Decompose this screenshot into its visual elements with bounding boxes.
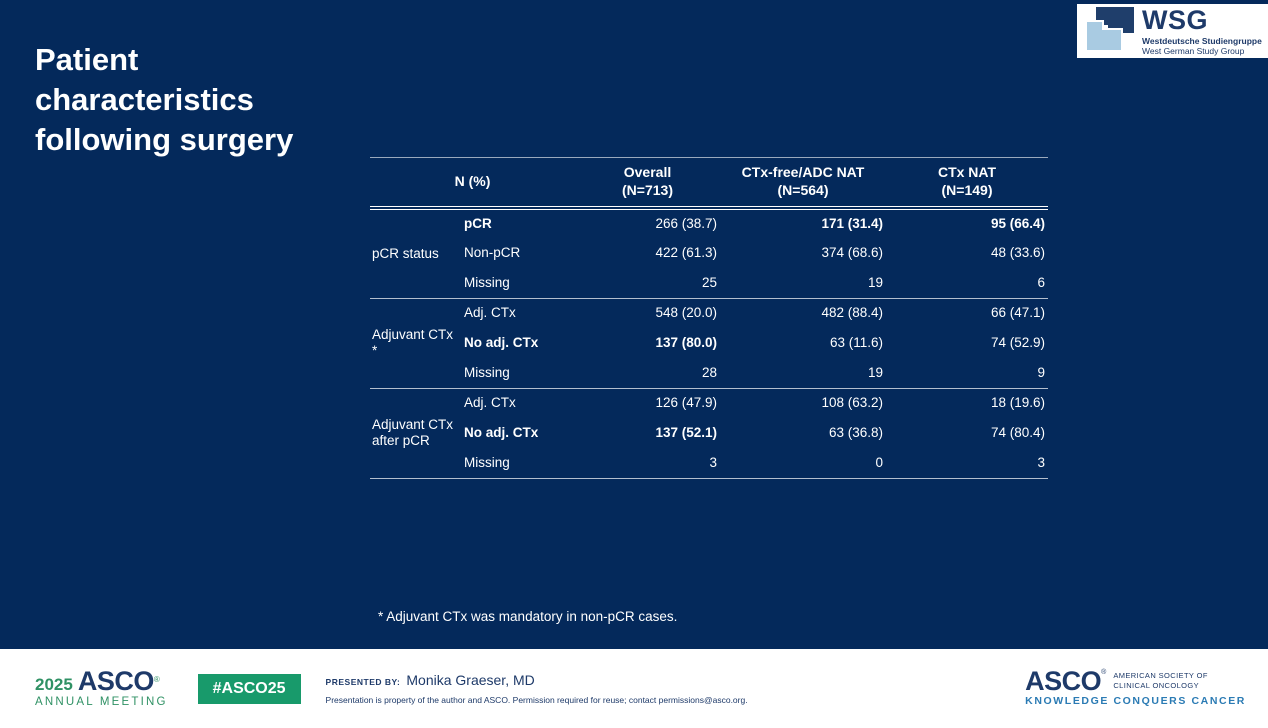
- group-label: Adjuvant CTx *: [370, 297, 462, 389]
- meeting-name: ANNUAL MEETING: [35, 696, 168, 708]
- table-row: No adj. CTx 137 (52.1) 63 (36.8) 74 (80.…: [370, 418, 1048, 448]
- column-header-ctx-free-n: (N=564): [777, 182, 829, 199]
- cell-value: 3: [575, 448, 720, 479]
- row-label: No adj. CTx: [464, 424, 539, 440]
- cell-value: 28: [701, 364, 717, 380]
- table-row: Adjuvant CTx * Adj. CTx 548 (20.0) 482 (…: [370, 297, 1048, 389]
- asco-society-name: AMERICAN SOCIETY OF CLINICAL ONCOLOGY: [1113, 671, 1208, 691]
- column-header-ctx-nat-n: (N=149): [941, 182, 993, 199]
- asco-society-logo: ASCO ® AMERICAN SOCIETY OF CLINICAL ONCO…: [1025, 665, 1246, 708]
- table-row: Adjuvant CTx after pCR Adj. CTx 126 (47.…: [370, 387, 1048, 479]
- cell-value: 19: [867, 364, 883, 380]
- presenter-name: Monika Graeser, MD: [406, 672, 535, 688]
- cell-value: 126 (47.9): [575, 387, 720, 419]
- registered-mark: ®: [153, 675, 160, 684]
- column-header-ctx-free-name: CTx-free/ADC NAT: [741, 164, 865, 180]
- registered-mark: ®: [1101, 668, 1107, 676]
- table-corner-label: N (%): [370, 157, 575, 211]
- meeting-org: ASCO: [77, 666, 155, 696]
- cell-value: 108 (63.2): [720, 387, 886, 419]
- cell-value: 19: [867, 274, 883, 290]
- presented-by-label: PRESENTED BY:: [325, 677, 401, 687]
- row-label: Missing: [462, 448, 575, 479]
- hashtag-badge: #ASCO25: [197, 673, 301, 704]
- cell-value: 137 (52.1): [655, 424, 717, 440]
- cell-value: 48 (33.6): [990, 244, 1045, 260]
- slide-title-line-1: Patient: [35, 42, 139, 77]
- column-header-ctx-nat: CTx NAT (N=149): [886, 157, 1048, 211]
- wsg-name-english: West German Study Group: [1142, 46, 1245, 56]
- asco-tagline: KNOWLEDGE CONQUERS CANCER: [1025, 695, 1246, 708]
- column-header-ctx-nat-name: CTx NAT: [937, 164, 997, 180]
- row-label: Missing: [464, 274, 510, 290]
- column-header-ctx-free-adc-nat: CTx-free/ADC NAT (N=564): [720, 157, 886, 211]
- column-header-overall-name: Overall: [623, 164, 672, 180]
- cell-value: 137 (80.0): [655, 334, 717, 350]
- cell-value: 3: [886, 448, 1048, 479]
- cell-value: 74 (80.4): [990, 424, 1045, 440]
- column-header-overall-n: (N=713): [622, 182, 673, 199]
- wsg-logo-icon: [1083, 4, 1137, 59]
- cell-value: 171 (31.4): [821, 215, 883, 231]
- cell-value: 0: [720, 448, 886, 479]
- table-header-row: N (%) Overall (N=713) CTx-free/ADC NAT (…: [370, 157, 1048, 211]
- wsg-name-german: Westdeutsche Studiengruppe: [1142, 35, 1262, 46]
- patient-characteristics-table: N (%) Overall (N=713) CTx-free/ADC NAT (…: [370, 157, 1048, 479]
- table-row: Missing 28 19 9: [370, 358, 1048, 388]
- group-label: Adjuvant CTx after pCR: [370, 387, 462, 479]
- row-label: pCR: [464, 215, 492, 231]
- slide-title: Patient characteristics following surger…: [35, 40, 293, 160]
- asco-society-line-2: CLINICAL ONCOLOGY: [1113, 681, 1200, 690]
- wsg-acronym: WSG: [1142, 4, 1208, 35]
- cell-value: 422 (61.3): [655, 244, 717, 260]
- cell-value: 74 (52.9): [990, 334, 1045, 350]
- row-label: Missing: [464, 364, 510, 380]
- table-row: Non-pCR 422 (61.3) 374 (68.6) 48 (33.6): [370, 238, 1048, 268]
- cell-value: 266 (38.7): [655, 215, 717, 231]
- row-label: Adj. CTx: [462, 297, 575, 329]
- cell-value: 6: [1037, 274, 1045, 290]
- presented-by-block: PRESENTED BY: Monika Graeser, MD Present…: [326, 672, 748, 705]
- wsg-logo: WSG Westdeutsche Studiengruppe West Germ…: [1077, 4, 1268, 58]
- wsg-logo-text: WSG Westdeutsche Studiengruppe West Germ…: [1142, 4, 1262, 56]
- meeting-year: 2025: [35, 675, 73, 694]
- copyright-disclaimer: Presentation is property of the author a…: [325, 695, 748, 705]
- row-label: No adj. CTx: [464, 334, 539, 350]
- group-label: pCR status: [372, 245, 439, 261]
- table-row: No adj. CTx 137 (80.0) 63 (11.6) 74 (52.…: [370, 328, 1048, 358]
- table-row: Missing 25 19 6: [370, 268, 1048, 298]
- wsg-icon-light-shape: [1085, 19, 1123, 52]
- cell-value: 95 (66.4): [990, 215, 1045, 231]
- asco-annual-meeting-logo: 2025 ASCO ® ANNUAL MEETING: [35, 666, 168, 708]
- cell-value: 548 (20.0): [575, 297, 720, 329]
- asco-logo-text: ASCO: [1025, 665, 1102, 696]
- cell-value: 9: [1037, 364, 1045, 380]
- wsg-icon-dark-shape: [1096, 6, 1134, 33]
- cell-value: 25: [701, 274, 717, 290]
- cell-value: 18 (19.6): [886, 387, 1048, 419]
- cell-value: 374 (68.6): [821, 244, 883, 260]
- slide-title-line-2: characteristics: [35, 82, 254, 117]
- cell-value: 66 (47.1): [886, 297, 1048, 329]
- footer-bar: 2025 ASCO ® ANNUAL MEETING #ASCO25 PRESE…: [0, 649, 1268, 728]
- slide-title-line-3: following surgery: [35, 122, 294, 157]
- table-row: pCR status pCR 266 (38.7) 171 (31.4) 95 …: [370, 208, 1048, 261]
- cell-value: 482 (88.4): [720, 297, 886, 329]
- row-label: Adj. CTx: [462, 387, 575, 419]
- row-label: Non-pCR: [464, 244, 521, 260]
- footnote: * Adjuvant CTx was mandatory in non-pCR …: [378, 609, 678, 624]
- asco-society-line-1: AMERICAN SOCIETY OF: [1113, 671, 1208, 681]
- column-header-overall: Overall (N=713): [575, 157, 720, 211]
- cell-value: 63 (11.6): [829, 334, 883, 350]
- cell-value: 63 (36.8): [828, 424, 883, 440]
- table-row: Missing 3 0 3: [370, 448, 1048, 479]
